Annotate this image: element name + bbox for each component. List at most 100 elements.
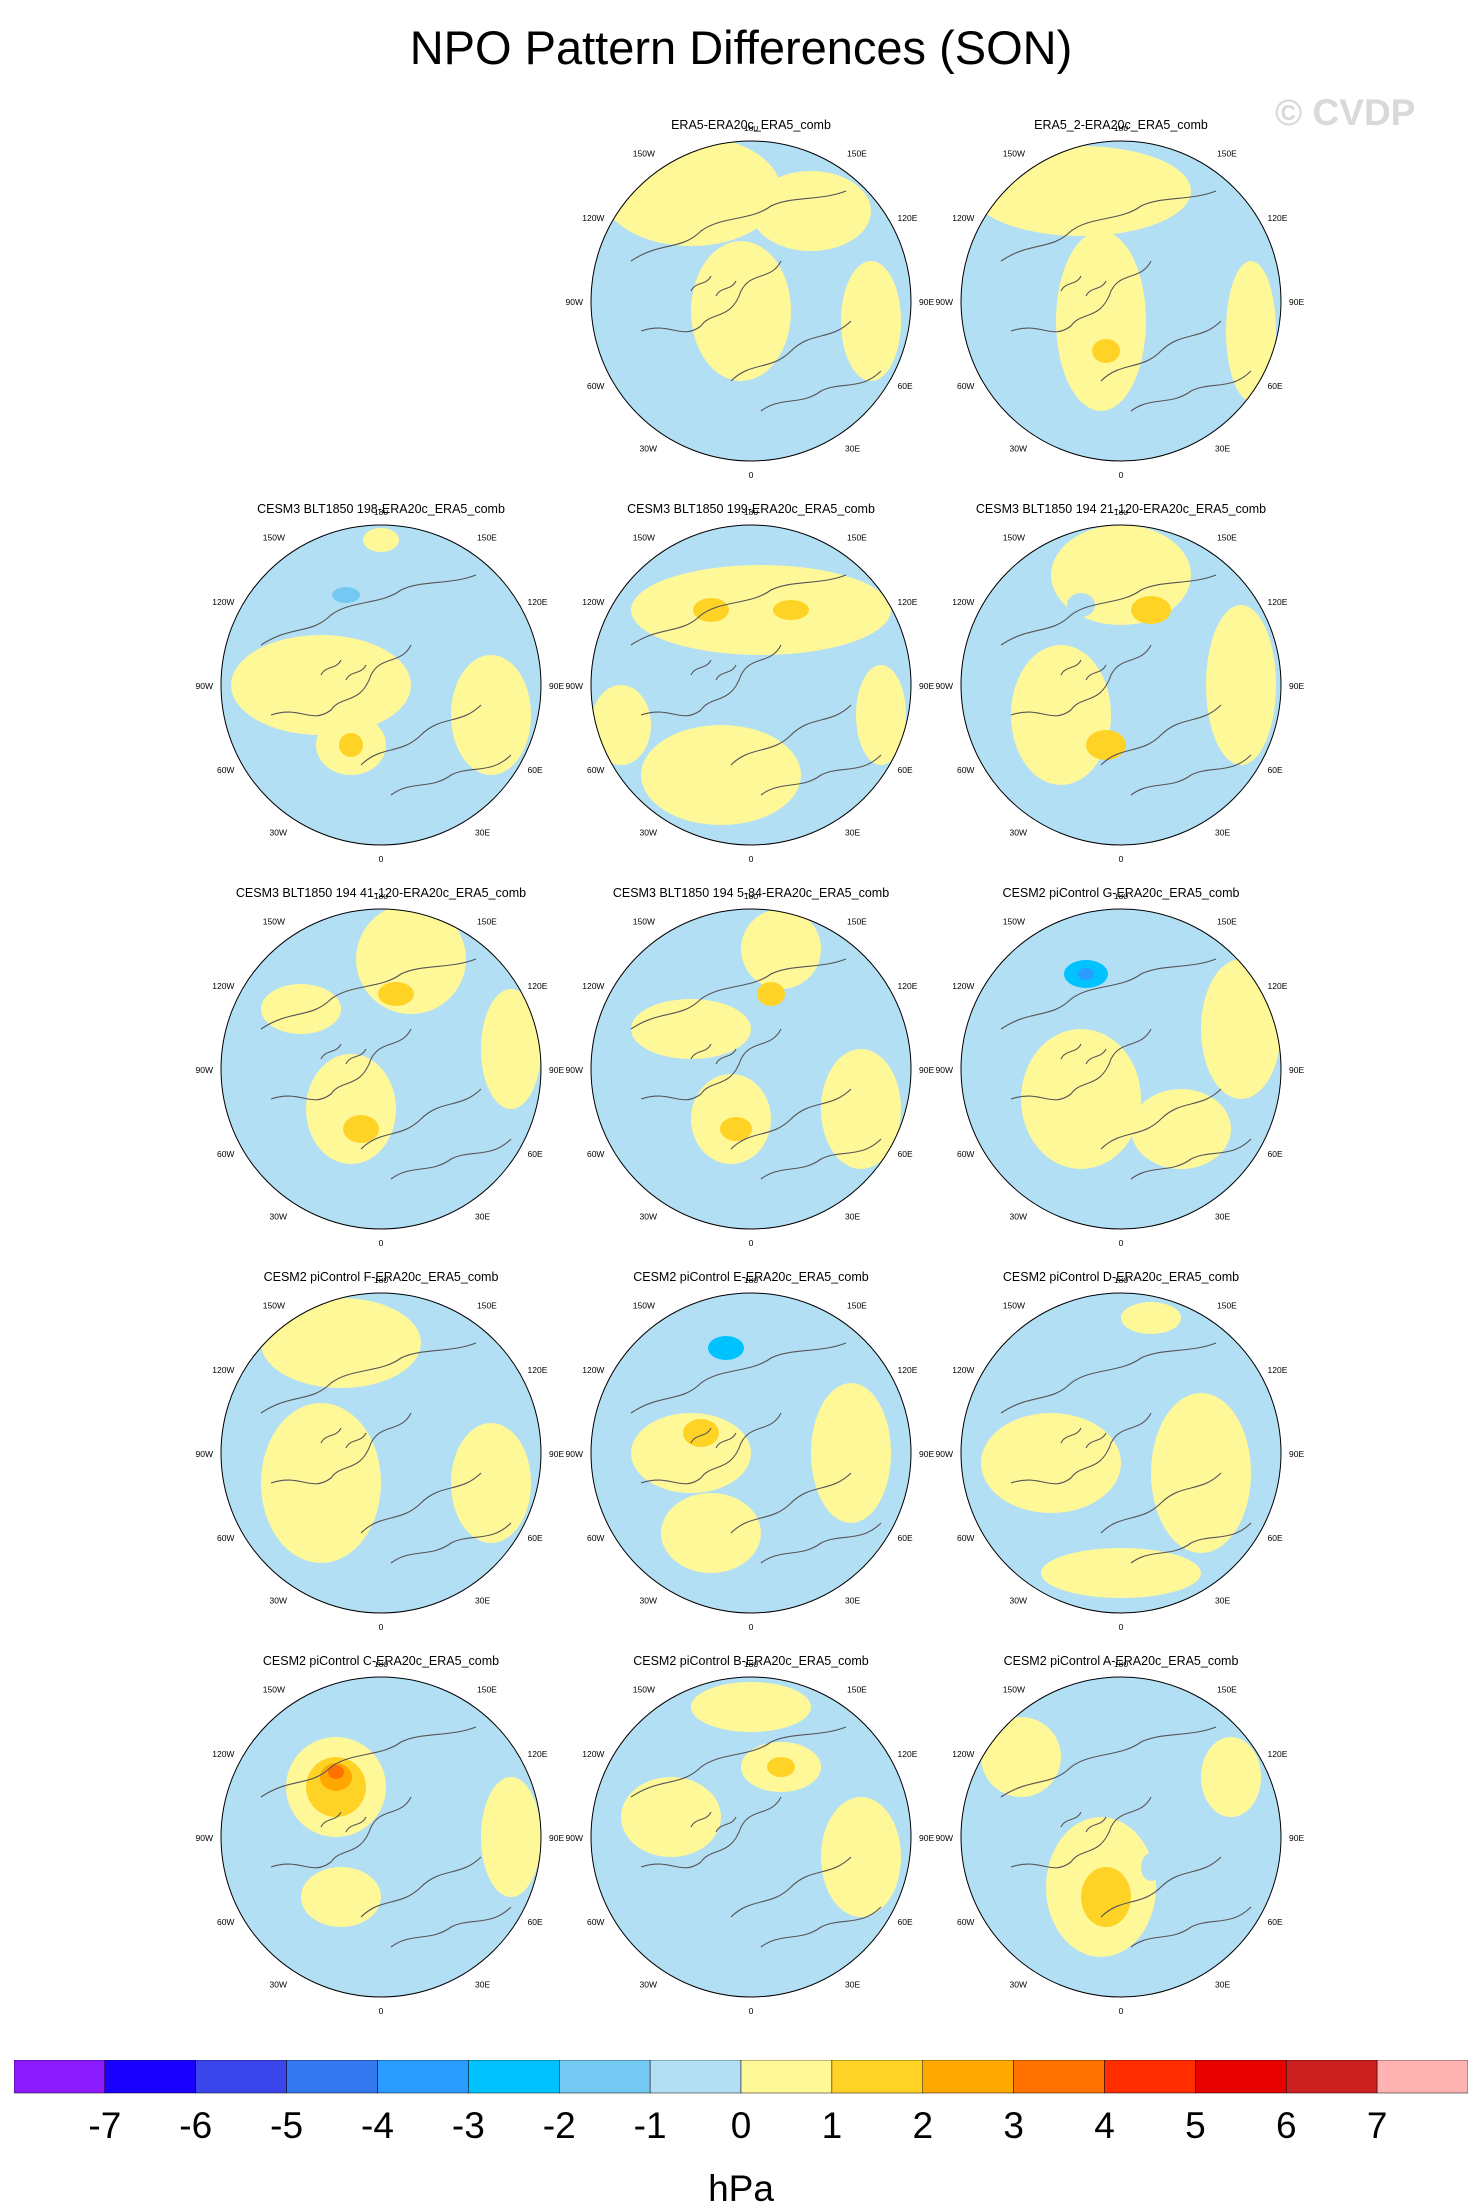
contour-region bbox=[683, 1419, 719, 1447]
longitude-label: 150W bbox=[633, 1684, 655, 1694]
coastline bbox=[260, 1342, 477, 1414]
colorbar-tick-label: 5 bbox=[1185, 2105, 1206, 2146]
longitude-label: 90W bbox=[196, 681, 213, 691]
longitude-label: 30W bbox=[1010, 1596, 1027, 1606]
coastline bbox=[1000, 190, 1217, 262]
longitude-label: 0 bbox=[1119, 470, 1124, 480]
coastline bbox=[760, 370, 882, 412]
longitude-label: 150W bbox=[1003, 916, 1025, 926]
contour-region bbox=[1201, 1737, 1261, 1817]
map-border bbox=[960, 140, 1282, 462]
colorbar-box bbox=[377, 2060, 469, 2094]
contour-region bbox=[707, 972, 735, 996]
longitude-label: 150W bbox=[263, 1684, 285, 1694]
polar-map: 180 0 150W 150E 120W 120E 90W 90E 60W 60E 30W 30E bbox=[936, 894, 1305, 1248]
longitude-label: 180 bbox=[1114, 1278, 1128, 1285]
polar-map: 180 0 150W 150E 120W 120E 90W 90E 60W 60E 30W 30E bbox=[566, 1662, 935, 2016]
colorbar-box bbox=[1013, 2060, 1105, 2094]
longitude-label: 90W bbox=[566, 1449, 583, 1459]
coastline bbox=[640, 260, 782, 333]
longitude-label: 60E bbox=[528, 1917, 543, 1927]
coastline bbox=[270, 644, 412, 717]
coastline bbox=[640, 1028, 782, 1101]
colorbar-box bbox=[559, 2060, 651, 2094]
contour-region bbox=[261, 1298, 421, 1388]
longitude-label: 150W bbox=[633, 916, 655, 926]
longitude-label: 150E bbox=[477, 532, 497, 542]
contour-region bbox=[631, 1413, 751, 1493]
longitude-label: 150E bbox=[1217, 916, 1237, 926]
longitude-label: 60E bbox=[1268, 381, 1283, 391]
polar-map: 180 0 150W 150E 120W 120E 90W 90E 60W 60E 30W 30E bbox=[936, 1662, 1305, 2016]
longitude-label: 90W bbox=[936, 297, 953, 307]
longitude-label: 60W bbox=[587, 381, 604, 391]
contour-region bbox=[451, 1423, 531, 1543]
longitude-label: 30E bbox=[1215, 1596, 1230, 1606]
colorbar-box bbox=[1104, 2060, 1196, 2094]
longitude-label: 60W bbox=[957, 765, 974, 775]
coastline bbox=[260, 574, 477, 646]
contour-region bbox=[481, 989, 541, 1109]
contour-region bbox=[378, 982, 414, 1006]
longitude-label: 90E bbox=[919, 1449, 934, 1459]
coastline bbox=[360, 1856, 482, 1918]
longitude-label: 120E bbox=[1268, 597, 1288, 607]
polar-map: 180 0 150W 150E 120W 120E 90W 90E 60W 60E 30W 30E bbox=[196, 1662, 565, 2016]
coastline bbox=[1100, 704, 1222, 766]
coastline bbox=[760, 1522, 882, 1564]
longitude-label: 120W bbox=[952, 1365, 974, 1375]
contour-region bbox=[1092, 339, 1120, 363]
longitude-label: 0 bbox=[749, 1238, 754, 1248]
contour-region bbox=[631, 565, 891, 655]
longitude-label: 30W bbox=[640, 828, 657, 838]
longitude-label: 120E bbox=[1268, 1365, 1288, 1375]
contour-region bbox=[971, 146, 1191, 236]
contour-region bbox=[757, 982, 785, 1006]
coastline bbox=[270, 1028, 412, 1101]
longitude-label: 90E bbox=[549, 1449, 564, 1459]
longitude-label: 30W bbox=[270, 1212, 287, 1222]
contour-region bbox=[301, 1867, 381, 1927]
longitude-label: 90E bbox=[919, 1065, 934, 1075]
longitude-label: 30W bbox=[1010, 444, 1027, 454]
longitude-label: 150E bbox=[1217, 1300, 1237, 1310]
longitude-label: 120E bbox=[528, 1749, 548, 1759]
longitude-label: 0 bbox=[1119, 854, 1124, 864]
coastline bbox=[390, 1522, 512, 1564]
colorbar-box bbox=[104, 2060, 196, 2094]
coastline bbox=[320, 1427, 367, 1449]
coastline bbox=[760, 1906, 882, 1948]
coastline bbox=[730, 1472, 852, 1534]
contour-region bbox=[481, 1777, 541, 1897]
longitude-label: 120W bbox=[212, 981, 234, 991]
contour-region bbox=[1226, 261, 1276, 401]
colorbar-box bbox=[286, 2060, 378, 2094]
panel-title: CESM2 piControl B-ERA20c_ERA5_comb bbox=[633, 1654, 869, 1668]
coastline bbox=[390, 1906, 512, 1948]
longitude-label: 60E bbox=[1268, 1533, 1283, 1543]
contour-region bbox=[767, 1757, 795, 1777]
longitude-label: 90W bbox=[196, 1449, 213, 1459]
map-border bbox=[220, 524, 542, 846]
longitude-label: 150W bbox=[633, 1300, 655, 1310]
longitude-label: 150W bbox=[1003, 532, 1025, 542]
colorbar-tick-label: -5 bbox=[270, 2105, 303, 2146]
colorbar-tick-label: 7 bbox=[1367, 2105, 1388, 2146]
longitude-label: 150E bbox=[1217, 532, 1237, 542]
contour-region bbox=[1081, 1867, 1131, 1927]
contour-region bbox=[811, 1383, 891, 1523]
longitude-label: 150W bbox=[1003, 1684, 1025, 1694]
coastline bbox=[260, 958, 477, 1030]
longitude-label: 90E bbox=[919, 1833, 934, 1843]
longitude-label: 90W bbox=[196, 1065, 213, 1075]
longitude-label: 60E bbox=[1268, 1917, 1283, 1927]
longitude-label: 60W bbox=[587, 1149, 604, 1159]
longitude-label: 30W bbox=[640, 1980, 657, 1990]
colorbar-box bbox=[831, 2060, 923, 2094]
longitude-label: 0 bbox=[379, 1238, 384, 1248]
colorbar-box bbox=[468, 2060, 560, 2094]
contour-region bbox=[332, 587, 360, 603]
longitude-label: 90W bbox=[196, 1833, 213, 1843]
coastline bbox=[630, 958, 847, 1030]
longitude-label: 30E bbox=[845, 1980, 860, 1990]
